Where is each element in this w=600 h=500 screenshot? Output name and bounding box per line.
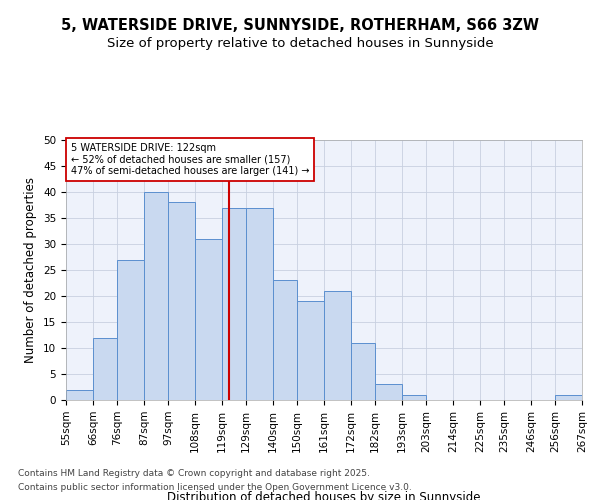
- Text: Contains HM Land Registry data © Crown copyright and database right 2025.: Contains HM Land Registry data © Crown c…: [18, 468, 370, 477]
- Bar: [168, 202, 195, 400]
- Bar: [246, 208, 273, 400]
- Bar: [66, 390, 93, 400]
- Text: Contains public sector information licensed under the Open Government Licence v3: Contains public sector information licen…: [18, 484, 412, 492]
- Bar: [375, 384, 402, 400]
- X-axis label: Distribution of detached houses by size in Sunnyside: Distribution of detached houses by size …: [167, 490, 481, 500]
- Text: 5, WATERSIDE DRIVE, SUNNYSIDE, ROTHERHAM, S66 3ZW: 5, WATERSIDE DRIVE, SUNNYSIDE, ROTHERHAM…: [61, 18, 539, 32]
- Bar: [195, 239, 222, 400]
- Bar: [273, 280, 297, 400]
- Bar: [117, 260, 144, 400]
- Text: 5 WATERSIDE DRIVE: 122sqm
← 52% of detached houses are smaller (157)
47% of semi: 5 WATERSIDE DRIVE: 122sqm ← 52% of detac…: [71, 142, 310, 176]
- Bar: [297, 301, 324, 400]
- Y-axis label: Number of detached properties: Number of detached properties: [25, 177, 37, 363]
- Bar: [351, 343, 375, 400]
- Bar: [144, 192, 168, 400]
- Bar: [93, 338, 117, 400]
- Bar: [324, 291, 351, 400]
- Text: Size of property relative to detached houses in Sunnyside: Size of property relative to detached ho…: [107, 38, 493, 51]
- Bar: [402, 395, 426, 400]
- Bar: [555, 395, 582, 400]
- Bar: [222, 208, 246, 400]
